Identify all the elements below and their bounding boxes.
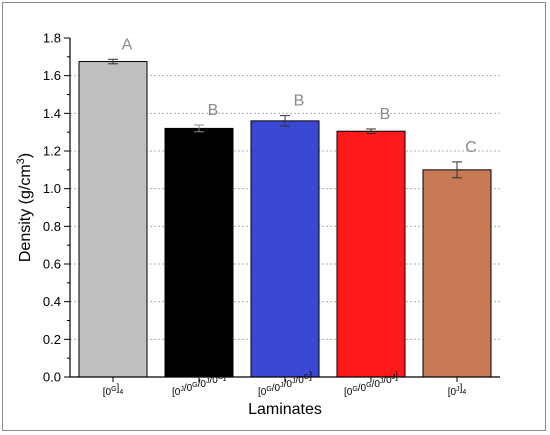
axes: [64, 37, 500, 382]
y-tick-label: 0.6: [43, 257, 61, 272]
y-tick-label: 1.6: [43, 68, 61, 83]
y-tick-label: 1.0: [43, 181, 61, 196]
group-letter: A: [122, 36, 133, 53]
bars: [78, 61, 492, 378]
group-letter: B: [380, 106, 391, 123]
bar: [336, 130, 406, 378]
x-category-label: [0G/0J/0J/0G]: [258, 371, 312, 398]
x-category-label: [0G]4: [103, 383, 124, 398]
y-tick-label: 0.8: [43, 219, 61, 234]
group-letter: B: [294, 93, 305, 110]
bar: [78, 61, 148, 378]
y-tick-label: 0.2: [43, 332, 61, 347]
error-bar: [108, 58, 118, 65]
x-category-label: [0J]4: [448, 383, 467, 398]
bar: [250, 120, 320, 378]
x-category-labels: [0G]4 [0J/0G/0J/0G] [0G/0J/0J/0G] [0G/0G/0J…: [103, 371, 467, 398]
y-tick-label: 1.2: [43, 144, 61, 159]
error-bar: [452, 161, 462, 179]
y-tick-label: 0.4: [43, 294, 61, 309]
x-category-label: [0G/0G/0J/0J]: [344, 371, 398, 398]
x-category-label: [0J/0G/0J/0G]: [172, 371, 226, 398]
group-letters: A B B B C: [122, 36, 477, 156]
error-bars: [108, 58, 462, 179]
bar: [422, 169, 492, 378]
error-bar: [280, 115, 290, 127]
group-letter: B: [208, 102, 219, 119]
group-letter: C: [465, 139, 477, 156]
x-axis-title: Laminates: [248, 401, 322, 418]
y-axis-title: Density (g/cm3): [15, 153, 34, 262]
y-tick-label: 1.8: [43, 31, 61, 46]
y-tick-label: 0.0: [43, 370, 61, 385]
error-bar: [366, 128, 376, 134]
bar: [164, 127, 234, 378]
y-tick-labels: 0.0 0.2 0.4 0.6 0.8 1.0 1.2 1.4 1.6 1.8: [43, 31, 61, 385]
error-bar: [194, 124, 204, 133]
y-tick-label: 1.4: [43, 106, 61, 121]
